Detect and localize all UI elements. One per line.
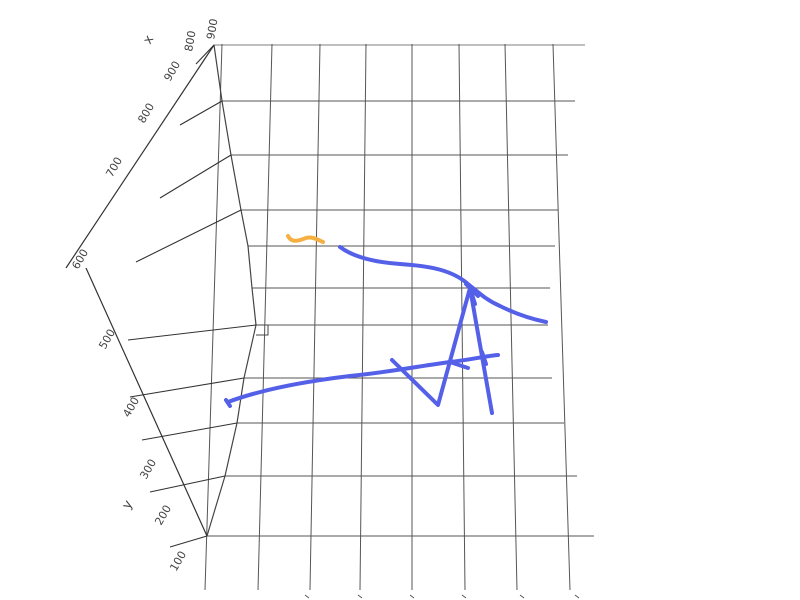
series-2-trace (226, 353, 500, 404)
x-tick-stub (574, 594, 580, 599)
x-tick-stub (461, 594, 467, 599)
y-axis-title: y (119, 498, 136, 512)
series-2-trace (338, 245, 548, 324)
series-2-trace (448, 360, 470, 370)
y-axis-line (65, 44, 215, 269)
y-axis-front-line (85, 267, 208, 537)
series-traces (224, 234, 548, 415)
x-tick-label: 900 (204, 18, 220, 41)
x-axis: 800 900 (182, 18, 580, 599)
grid-column-line (309, 43, 321, 591)
x-tick-stub (304, 594, 310, 599)
series-2-trace (224, 398, 232, 408)
y-axis-spoke (127, 324, 257, 341)
x-tick-stub (357, 594, 363, 599)
x-tick-stub (519, 594, 525, 599)
y-tick-label: 800 (135, 101, 157, 126)
y-tick-label: 200 (152, 503, 174, 528)
grid-column-line (257, 43, 273, 591)
series-2-trace (464, 282, 480, 298)
grid-column-line (552, 43, 571, 591)
y-axis-spoke (169, 535, 208, 548)
box-edge-left (206, 44, 257, 537)
grid (204, 43, 594, 591)
y-tick-label: 400 (120, 395, 142, 420)
y-axis-spoke (149, 475, 226, 493)
y-axis-spoke (141, 422, 238, 441)
y-axis-spoke (129, 377, 245, 398)
grid-column-line (204, 43, 223, 591)
y-tick-label: 100 (167, 549, 189, 574)
grid-column-line (504, 43, 518, 591)
y-tick-label: 300 (137, 457, 159, 482)
y-tick-label: 900 (161, 59, 183, 84)
series-2-trace (480, 350, 488, 366)
x-tick-stub (409, 594, 415, 599)
x-tick-label: 800 (182, 30, 198, 53)
series-1-trace (286, 234, 325, 244)
y-tick-label: 600 (69, 247, 91, 272)
y-axis-spoke (195, 44, 215, 65)
x-axis-title: x (140, 33, 157, 47)
series-2-trace (390, 286, 494, 415)
y-tick-label: 700 (103, 155, 125, 180)
y-axis-spoke (135, 209, 242, 263)
box-corner (256, 324, 269, 336)
y-axis-spoke (179, 100, 223, 126)
y-axis-spoke (159, 154, 232, 199)
grid-column-line (359, 43, 367, 591)
